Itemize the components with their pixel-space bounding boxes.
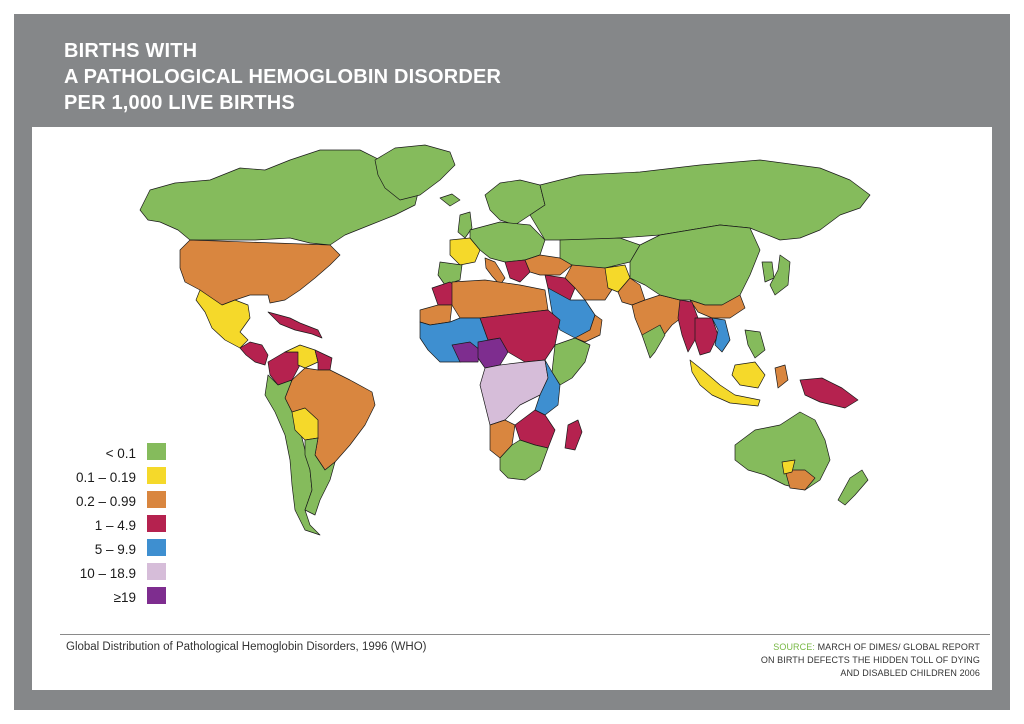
legend-swatch — [147, 539, 166, 556]
region-andes-west — [264, 374, 321, 536]
legend-swatch — [147, 587, 166, 604]
region-philippines — [744, 329, 766, 359]
title-line-2: A PATHOLOGICAL HEMOGLOBIN DISORDER — [64, 66, 502, 88]
legend-swatch — [147, 467, 166, 484]
region-horn-of-africa — [551, 337, 591, 386]
region-central-africa — [479, 359, 549, 426]
legend-swatch — [147, 515, 166, 532]
region-south-china — [689, 294, 746, 319]
region-central-europe — [469, 221, 546, 263]
legend-label: 0.2 – 0.99 — [75, 494, 136, 509]
region-china — [629, 224, 761, 306]
region-laos-vietnam — [711, 317, 731, 353]
region-iceland — [439, 193, 461, 207]
legend-item: ≥19 — [56, 587, 166, 611]
region-madagascar — [564, 419, 583, 451]
legend-label: 10 – 18.9 — [79, 566, 136, 581]
region-new-guinea — [799, 377, 859, 409]
region-central-asia — [559, 237, 641, 269]
region-turkey — [524, 254, 573, 276]
legend: < 0.1 0.1 – 0.19 0.2 – 0.99 1 – 4.9 5 – … — [56, 443, 166, 611]
region-sulawesi — [774, 364, 789, 389]
legend-label: 0.1 – 0.19 — [75, 470, 136, 485]
legend-item: 5 – 9.9 — [56, 539, 166, 563]
title-line-1: BIRTHS WITH — [64, 40, 198, 62]
source-line-2: ON BIRTH DEFECTS THE HIDDEN TOLL OF DYIN… — [760, 655, 980, 665]
legend-label: < 0.1 — [105, 446, 136, 461]
legend-swatch — [147, 491, 166, 508]
region-japan — [769, 254, 791, 296]
legend-item: < 0.1 — [56, 443, 166, 467]
region-korea — [761, 261, 775, 283]
legend-label: ≥19 — [113, 590, 136, 605]
legend-item: 10 – 18.9 — [56, 563, 166, 587]
region-usa — [179, 239, 341, 306]
region-mexico — [195, 289, 251, 349]
region-balkans-greece — [504, 259, 531, 283]
region-venezuela — [284, 344, 319, 369]
legend-item: 0.1 – 0.19 — [56, 467, 166, 491]
legend-swatch — [147, 563, 166, 580]
source-line-3: AND DISABLED CHILDREN 2006 — [840, 668, 980, 678]
source-text-1: MARCH OF DIMES/ GLOBAL REPORT — [817, 642, 980, 652]
legend-label: 5 – 9.9 — [94, 542, 136, 557]
region-south-india — [641, 324, 666, 359]
legend-item: 0.2 – 0.99 — [56, 491, 166, 515]
source-key: SOURCE: — [773, 642, 815, 652]
region-chad-sudan — [479, 309, 561, 363]
legend-item: 1 – 4.9 — [56, 515, 166, 539]
source-line-1: SOURCE: MARCH OF DIMES/ GLOBAL REPORT — [761, 641, 980, 654]
region-australia-west — [781, 459, 796, 475]
region-southern-africa — [499, 439, 549, 481]
map-panel: < 0.1 0.1 – 0.19 0.2 – 0.99 1 – 4.9 5 – … — [32, 127, 992, 690]
footer-divider — [60, 634, 990, 635]
region-sumatra-java — [689, 359, 761, 407]
region-western-sahara — [419, 304, 453, 326]
region-new-zealand — [837, 469, 869, 506]
map-title: BIRTHS WITH A PATHOLOGICAL HEMOGLOBIN DI… — [64, 38, 501, 116]
source-citation: SOURCE: MARCH OF DIMES/ GLOBAL REPORT ON… — [761, 641, 980, 680]
region-guianas — [314, 349, 333, 371]
region-cuba-antilles — [267, 311, 323, 339]
legend-label: 1 – 4.9 — [94, 518, 136, 533]
region-yemen-oman — [574, 314, 603, 343]
region-southern-cone — [304, 437, 336, 516]
title-line-3: PER 1,000 LIVE BIRTHS — [64, 92, 295, 114]
region-myanmar — [677, 299, 699, 353]
region-australia — [734, 411, 831, 491]
region-uk — [457, 211, 473, 239]
region-borneo — [731, 361, 766, 389]
region-central-america — [239, 341, 269, 366]
region-greenland — [374, 144, 456, 201]
legend-swatch — [147, 443, 166, 460]
world-map — [139, 144, 871, 536]
region-australia-south — [784, 469, 816, 491]
map-caption: Global Distribution of Pathological Hemo… — [66, 641, 427, 653]
